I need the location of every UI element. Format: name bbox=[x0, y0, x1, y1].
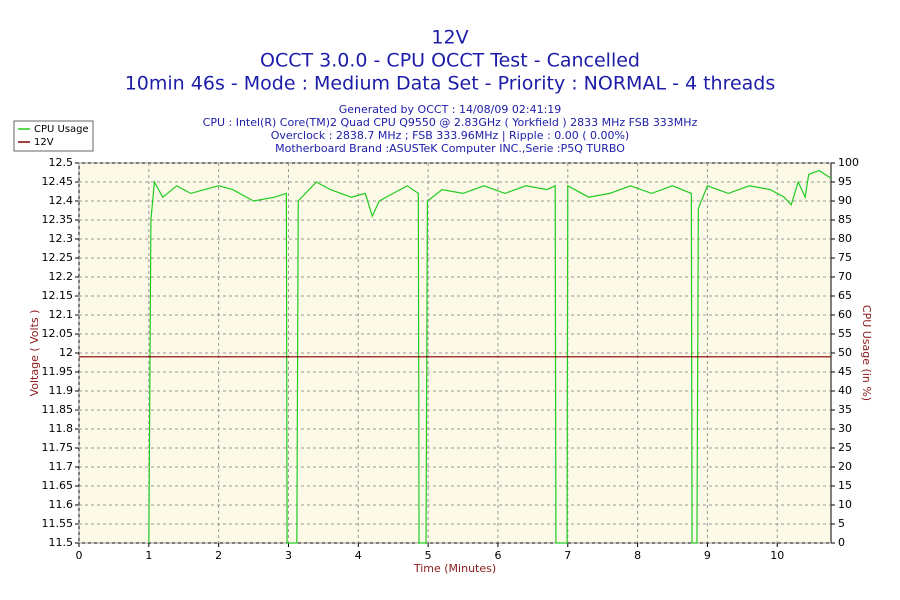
y-tick-label: 11.8 bbox=[49, 422, 74, 435]
y2-tick-label: 85 bbox=[838, 213, 852, 226]
chart-subtitle: 10min 46s - Mode : Medium Data Set - Pri… bbox=[125, 73, 776, 95]
chart-title: 12V bbox=[431, 27, 468, 49]
y2-tick-label: 95 bbox=[838, 175, 852, 188]
x-tick-label: 2 bbox=[215, 549, 222, 562]
y2-axis-label: CPU Usage (in %) bbox=[860, 305, 873, 401]
y-tick-label: 12.5 bbox=[49, 156, 74, 169]
info-line: CPU : Intel(R) Core(TM)2 Quad CPU Q9550 … bbox=[203, 116, 698, 129]
x-tick-label: 8 bbox=[634, 549, 641, 562]
y2-tick-label: 25 bbox=[838, 441, 852, 454]
y2-tick-label: 40 bbox=[838, 384, 852, 397]
y-tick-label: 11.95 bbox=[42, 365, 74, 378]
y-tick-label: 11.6 bbox=[49, 498, 74, 511]
y2-tick-label: 90 bbox=[838, 194, 852, 207]
y2-tick-label: 80 bbox=[838, 232, 852, 245]
x-axis-label: Time (Minutes) bbox=[413, 562, 496, 575]
series-line bbox=[148, 169, 832, 544]
y-tick-label: 12.15 bbox=[42, 289, 74, 302]
y2-tick-label: 50 bbox=[838, 346, 852, 359]
plot-area bbox=[78, 162, 832, 544]
y-tick-label: 12.1 bbox=[49, 308, 74, 321]
y-tick-label: 12.25 bbox=[42, 251, 74, 264]
legend-label: 12V bbox=[34, 137, 54, 148]
info-line: Overclock : 2838.7 MHz ; FSB 333.96MHz |… bbox=[271, 129, 629, 142]
y2-tick-label: 10 bbox=[838, 498, 852, 511]
y2-tick-label: 70 bbox=[838, 270, 852, 283]
y-tick-label: 12 bbox=[59, 346, 73, 359]
x-tick-label: 1 bbox=[145, 549, 152, 562]
y2-tick-label: 15 bbox=[838, 479, 852, 492]
y-tick-label: 12.4 bbox=[49, 194, 74, 207]
y-tick-label: 12.35 bbox=[42, 213, 74, 226]
x-tick-label: 10 bbox=[770, 549, 784, 562]
y-tick-label: 11.75 bbox=[42, 441, 74, 454]
legend-box bbox=[13, 120, 94, 152]
y-tick-label: 11.9 bbox=[49, 384, 74, 397]
y2-tick-label: 65 bbox=[838, 289, 852, 302]
chart-subtitle: OCCT 3.0.0 - CPU OCCT Test - Cancelled bbox=[260, 50, 640, 72]
y2-tick-label: 45 bbox=[838, 365, 852, 378]
y2-tick-label: 0 bbox=[838, 536, 845, 549]
x-tick-label: 5 bbox=[425, 549, 432, 562]
y-tick-label: 11.85 bbox=[42, 403, 74, 416]
x-tick-label: 9 bbox=[704, 549, 711, 562]
y2-tick-label: 20 bbox=[838, 460, 852, 473]
x-tick-label: 0 bbox=[76, 549, 83, 562]
x-tick-label: 3 bbox=[285, 549, 292, 562]
y-tick-label: 11.65 bbox=[42, 479, 74, 492]
y2-tick-label: 35 bbox=[838, 403, 852, 416]
y-axis-label: Voltage ( Volts ) bbox=[28, 310, 41, 397]
legend-label: CPU Usage bbox=[34, 124, 89, 135]
y-tick-label: 11.7 bbox=[49, 460, 74, 473]
y2-tick-label: 75 bbox=[838, 251, 852, 264]
y-tick-label: 11.55 bbox=[42, 517, 74, 530]
info-line: Motherboard Brand :ASUSTeK Computer INC.… bbox=[275, 142, 625, 155]
x-tick-label: 4 bbox=[355, 549, 362, 562]
y-tick-label: 12.2 bbox=[49, 270, 74, 283]
y2-tick-label: 55 bbox=[838, 327, 852, 340]
y2-tick-label: 100 bbox=[838, 156, 859, 169]
y2-tick-label: 60 bbox=[838, 308, 852, 321]
x-tick-label: 7 bbox=[564, 549, 571, 562]
x-tick-label: 6 bbox=[494, 549, 501, 562]
y2-tick-label: 5 bbox=[838, 517, 845, 530]
y-tick-label: 12.05 bbox=[42, 327, 74, 340]
y2-tick-label: 30 bbox=[838, 422, 852, 435]
info-line: Generated by OCCT : 14/08/09 02:41:19 bbox=[339, 103, 562, 116]
y-tick-label: 12.45 bbox=[42, 175, 74, 188]
y-tick-label: 11.5 bbox=[49, 536, 74, 549]
y-tick-label: 12.3 bbox=[49, 232, 74, 245]
